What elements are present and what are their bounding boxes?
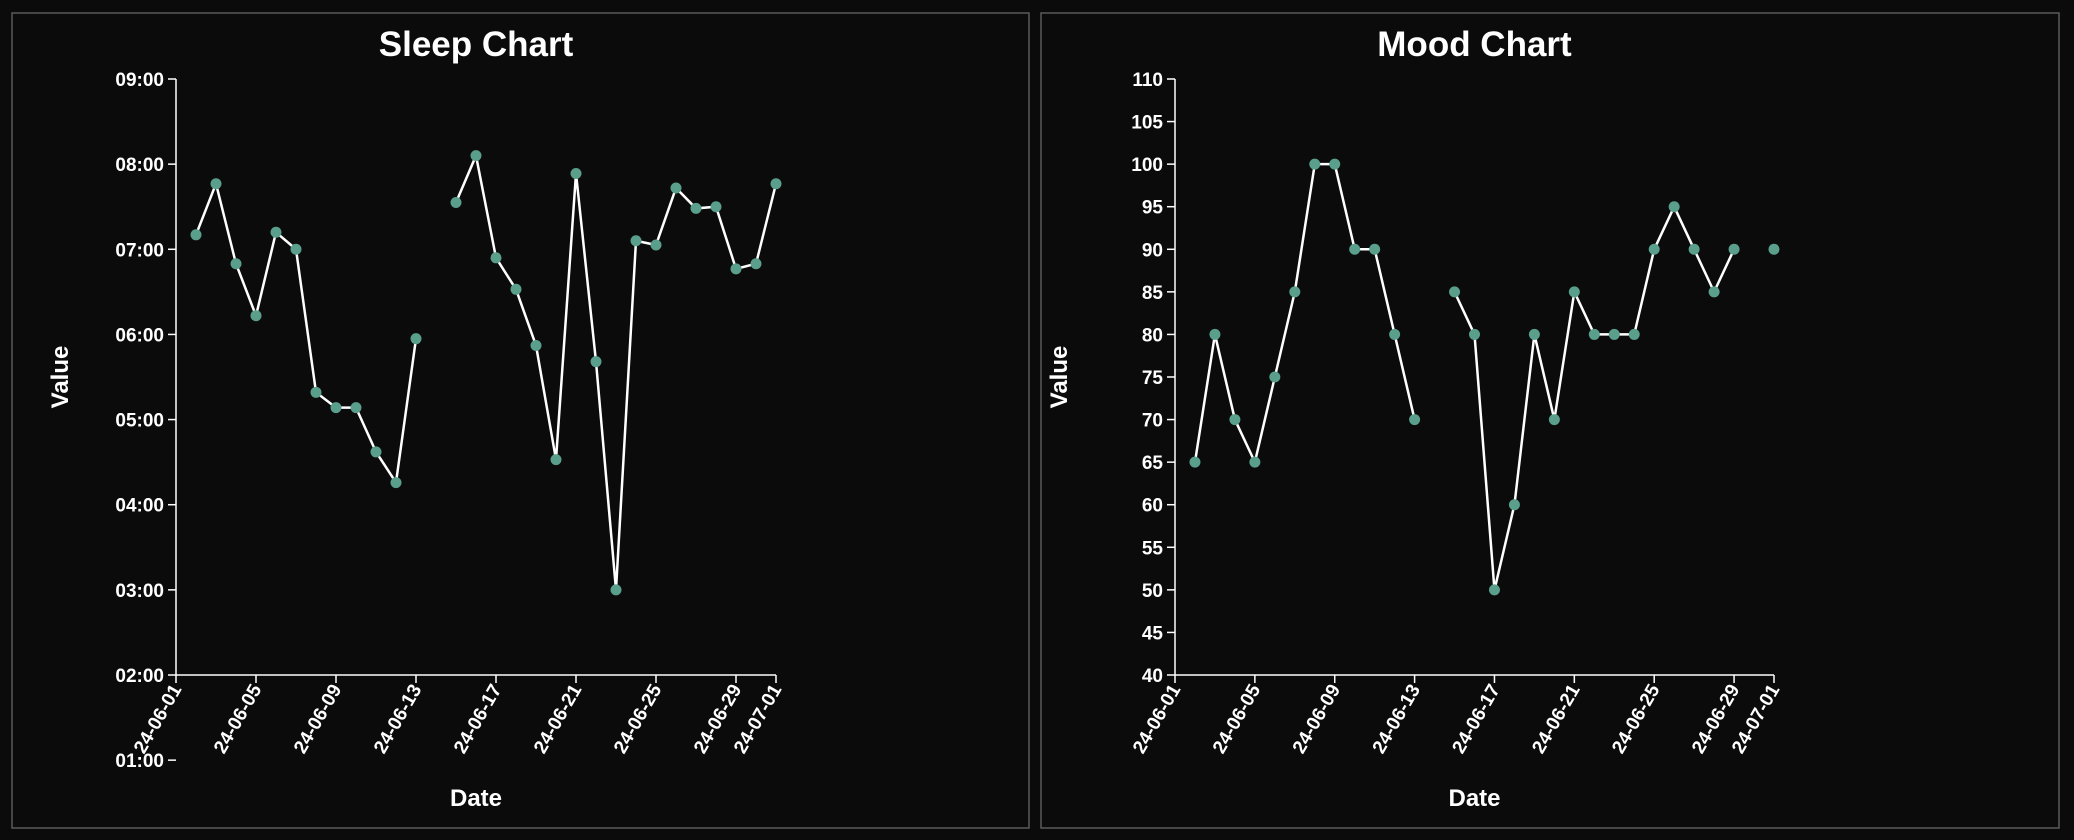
point [1728,243,1740,255]
point [1249,456,1261,468]
chart-title: Mood Chart [1377,25,1572,64]
point [1449,286,1461,298]
point [770,178,782,190]
y-tick-label: 70 [1142,411,1163,432]
y-tick-label: 105 [1131,113,1163,134]
y-tick-label: 110 [1132,70,1163,91]
point [550,454,562,466]
point [330,402,342,414]
point [1329,158,1341,170]
point [190,229,202,241]
point [410,333,422,345]
y-axis-label: Value [1046,346,1073,409]
point [310,386,322,398]
point [730,263,742,275]
point [370,446,382,458]
y-tick-label: 95 [1142,198,1164,219]
y-tick-label: 40 [1142,666,1163,687]
point [750,258,762,270]
point [690,202,702,214]
point [470,150,482,162]
y-tick-label: 65 [1142,453,1164,474]
y-tick-label: 85 [1142,283,1164,304]
point [250,310,262,322]
panel [1040,12,2060,829]
point [1588,328,1600,340]
point [1508,499,1520,511]
point [1349,243,1361,255]
x-axis-label: Date [1448,785,1500,812]
point [210,178,222,190]
panel [11,12,1030,829]
point [630,235,642,247]
y-tick-label: 04:00 [115,496,164,517]
point [1488,584,1500,596]
point [1469,328,1480,340]
y-tick-label: 50 [1142,581,1163,602]
point [1209,328,1221,340]
point [270,226,282,238]
point [530,339,542,351]
y-tick-label: 80 [1142,325,1163,346]
point [450,196,462,208]
point [1309,158,1321,170]
point [1608,328,1620,340]
y-tick-label: 08:00 [115,155,164,176]
x-axis-label: Date [450,785,502,812]
point [570,168,582,180]
point [510,283,522,295]
point [1389,328,1401,340]
point [1708,286,1720,298]
point [1369,243,1381,255]
point [230,258,242,270]
point [1409,414,1421,426]
point [1568,286,1580,298]
point [390,477,402,489]
y-tick-label: 75 [1142,368,1164,389]
point [590,356,602,368]
chart-title: Sleep Chart [379,25,574,64]
point [350,402,362,414]
point [710,201,722,213]
point [1289,286,1301,298]
y-tick-label: 60 [1142,496,1163,517]
y-tick-label: 07:00 [115,240,164,261]
point [1229,414,1241,426]
y-tick-label: 100 [1131,155,1163,176]
point [290,243,302,255]
point [1548,414,1560,426]
y-axis-label: Value [47,346,74,409]
y-tick-label: 05:00 [115,411,164,432]
point [610,584,622,596]
point [1648,243,1660,255]
point [1688,243,1700,255]
y-tick-label: 55 [1142,538,1164,559]
point [1269,371,1281,383]
y-tick-label: 09:00 [115,70,164,91]
point [1628,328,1640,340]
y-tick-label: 45 [1142,623,1164,644]
point [1189,456,1201,468]
point [490,252,502,264]
point [670,182,682,194]
point [650,239,662,251]
point [1768,243,1780,255]
y-tick-label: 90 [1142,240,1163,261]
y-tick-label: 06:00 [115,325,164,346]
point [1528,328,1540,340]
y-tick-label: 01:00 [115,751,164,772]
y-tick-label: 03:00 [115,581,164,602]
point [1668,201,1680,213]
y-tick-label: 02:00 [115,666,164,687]
